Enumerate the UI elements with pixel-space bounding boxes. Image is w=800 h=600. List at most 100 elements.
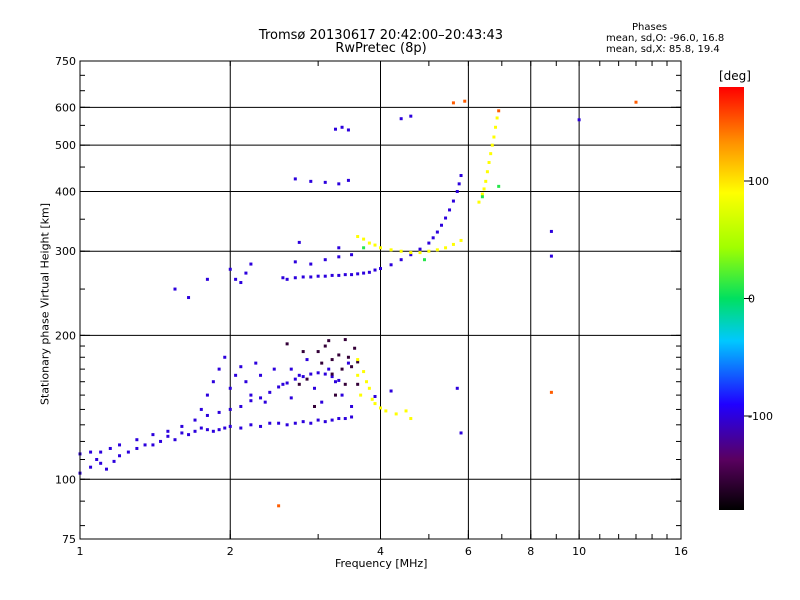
data-point [277, 421, 281, 425]
data-point [217, 367, 221, 371]
data-point [343, 338, 347, 342]
y-tick-label: 400 [55, 185, 76, 198]
data-point [135, 446, 139, 450]
data-point [293, 421, 297, 425]
axis-ticks: 1 2 4 6 8 10 16 75 100 200 300 400 500 600 750 [55, 55, 688, 558]
x-tick-label: 1 [77, 545, 84, 558]
y-tick-label: 500 [55, 139, 76, 152]
data-point [427, 241, 431, 245]
data-point [118, 443, 122, 447]
data-point [309, 262, 313, 266]
data-point [459, 431, 463, 435]
data-point [244, 380, 248, 384]
data-point [323, 180, 327, 184]
data-point [427, 249, 431, 253]
data-points [78, 99, 638, 508]
phase-stats-x: mean, sd,X: 85.8, 19.4 [606, 44, 720, 55]
y-tick-label: 300 [55, 245, 76, 258]
data-point [497, 184, 501, 188]
data-point [340, 367, 344, 371]
data-point [362, 271, 366, 275]
data-point [350, 404, 354, 408]
data-point [187, 433, 191, 437]
data-point [356, 272, 360, 276]
data-point [259, 424, 263, 428]
data-point [362, 237, 366, 241]
data-point [373, 402, 377, 406]
data-point [350, 415, 354, 419]
data-point [457, 182, 461, 186]
data-point [159, 439, 163, 443]
colorbar-tick-label: 100 [748, 175, 769, 188]
data-point [99, 450, 103, 454]
data-point [459, 238, 463, 242]
data-point [370, 397, 374, 401]
data-point [333, 127, 337, 131]
data-point [173, 438, 177, 442]
data-point [399, 258, 403, 262]
data-point [356, 373, 360, 377]
data-point [285, 381, 289, 385]
data-point [489, 152, 493, 156]
data-point [187, 296, 191, 300]
data-point [549, 254, 553, 258]
data-point [249, 423, 253, 427]
data-point [394, 412, 398, 416]
data-point [268, 421, 272, 425]
data-point [359, 393, 363, 397]
phase-stats-heading: Phases [632, 22, 668, 33]
data-point [373, 394, 377, 398]
data-point [343, 417, 347, 421]
data-point [268, 390, 272, 394]
data-point [494, 125, 498, 129]
data-point [350, 273, 354, 277]
data-point [277, 504, 281, 508]
data-point [205, 413, 209, 417]
data-point [418, 247, 422, 251]
data-point [409, 251, 413, 255]
data-point [323, 420, 327, 424]
data-point [409, 114, 413, 118]
data-point [577, 118, 581, 122]
data-point [340, 393, 344, 397]
data-point [399, 117, 403, 121]
data-point [272, 367, 276, 371]
data-point [323, 344, 327, 348]
data-point [217, 410, 221, 414]
data-point [409, 417, 413, 421]
data-point [309, 372, 313, 376]
x-tick-label: 4 [377, 545, 384, 558]
data-point [289, 396, 293, 400]
data-point [327, 367, 331, 371]
data-point [305, 377, 309, 381]
data-point [343, 382, 347, 386]
data-point [362, 246, 366, 250]
data-point [379, 267, 382, 271]
data-point [293, 377, 297, 381]
data-point [418, 251, 422, 255]
data-point [223, 355, 227, 359]
data-point [180, 424, 184, 428]
data-point [228, 267, 232, 271]
data-point [404, 409, 408, 413]
data-point [373, 268, 377, 272]
data-point [293, 177, 297, 181]
data-point [166, 429, 170, 433]
data-point [480, 192, 484, 196]
data-point [346, 178, 350, 182]
data-point [199, 426, 203, 430]
x-tick-label: 16 [674, 545, 688, 558]
data-point [337, 378, 341, 382]
data-point [99, 461, 103, 465]
data-point [205, 393, 209, 397]
phase-stats-o: mean, sd,O: -96.0, 16.8 [606, 33, 725, 44]
data-point [459, 174, 463, 178]
data-point [316, 418, 320, 422]
data-point [451, 101, 455, 105]
data-point [373, 243, 377, 247]
data-point [482, 187, 486, 191]
data-point [166, 434, 170, 438]
data-point [356, 358, 360, 362]
data-point [323, 372, 327, 376]
data-point [346, 361, 350, 365]
